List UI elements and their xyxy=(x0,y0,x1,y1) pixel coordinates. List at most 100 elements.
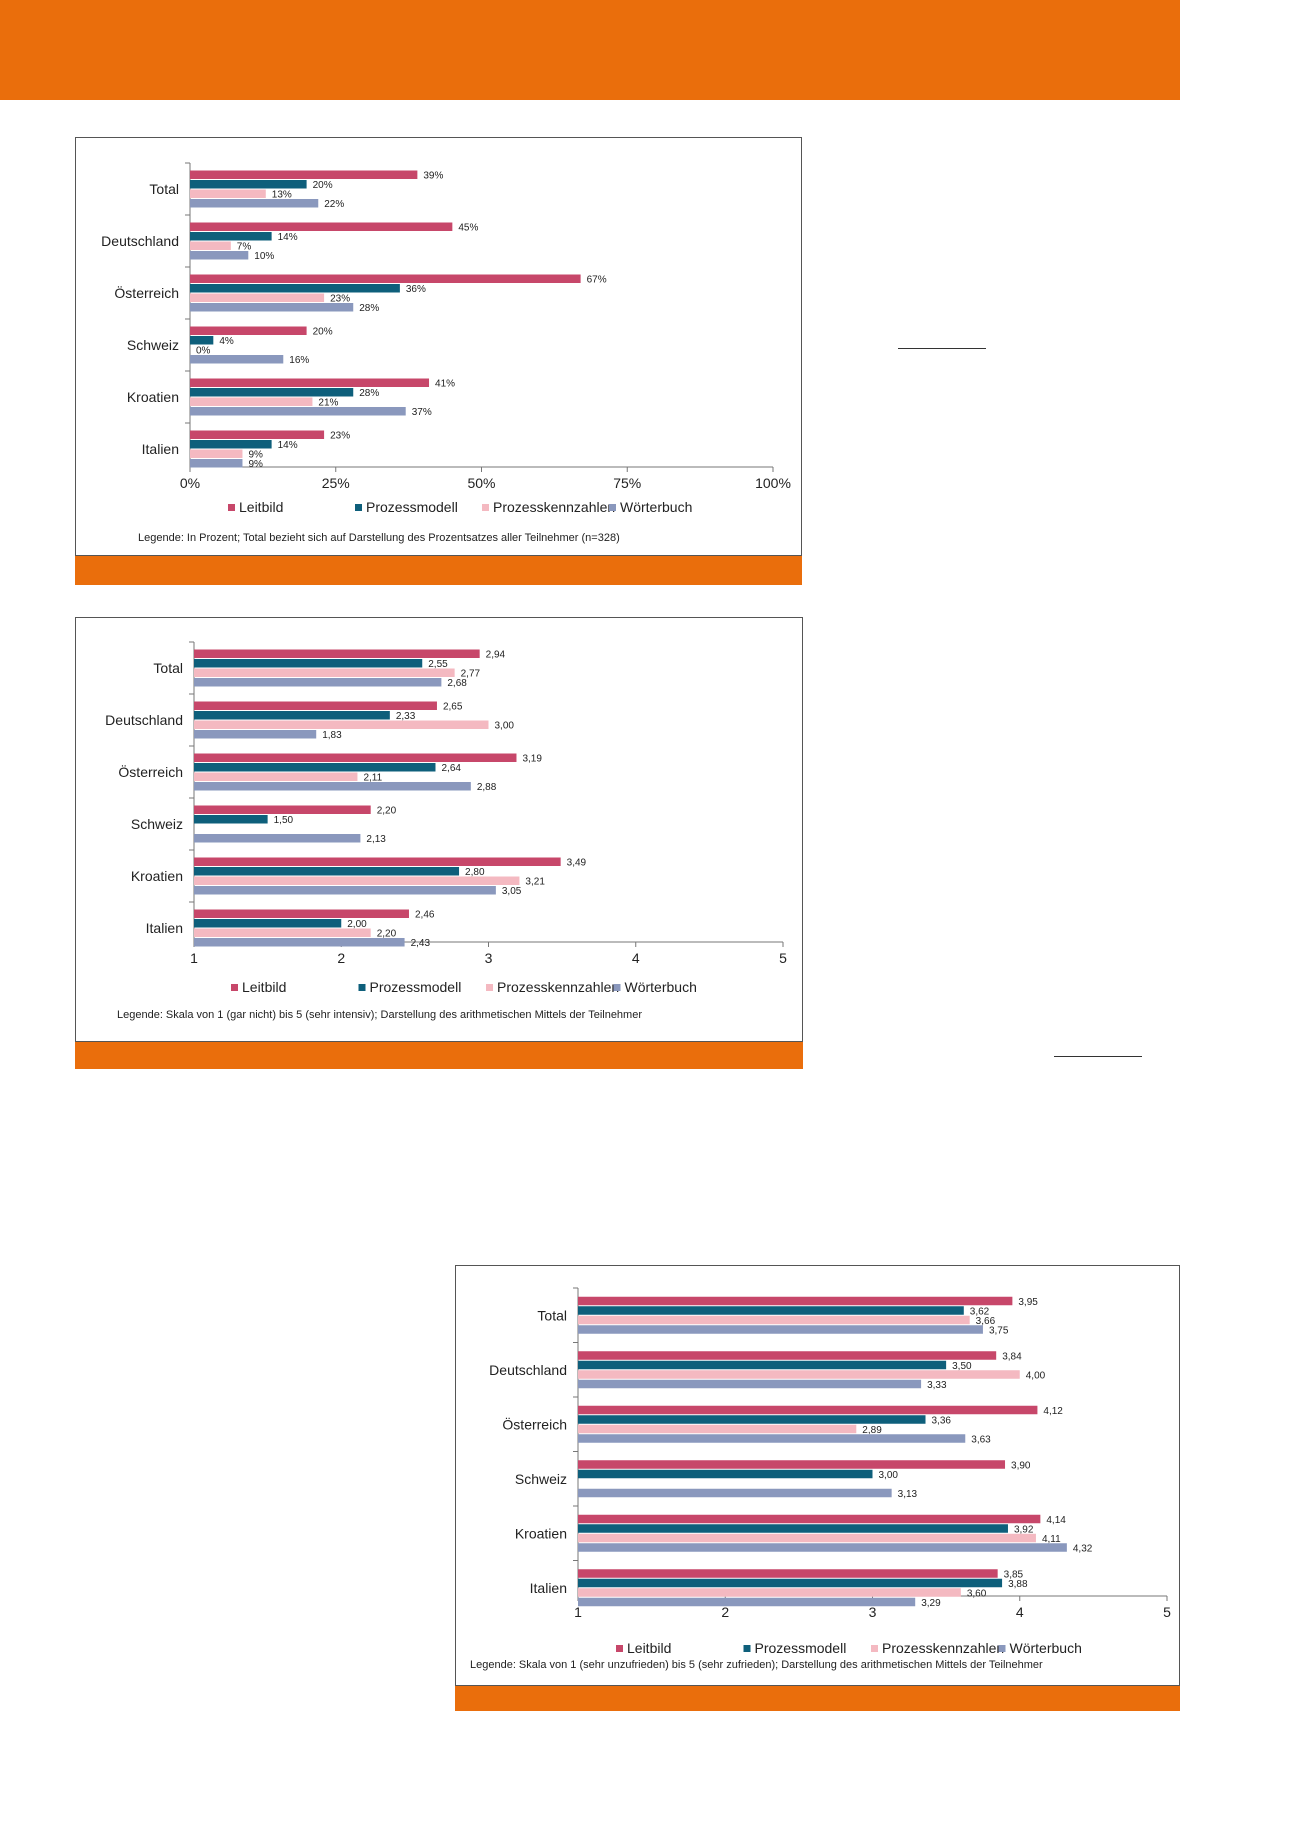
chart-3-data-label: 3,50 xyxy=(952,1361,972,1372)
chart-3-bar-total-prozessmodell xyxy=(578,1306,964,1315)
chart-1-bar-total-prozesskennzahlen xyxy=(190,189,266,198)
chart-1-bar-total-woerterbuch xyxy=(190,199,319,208)
chart-1-data-label: 21% xyxy=(318,398,338,409)
chart-1-data-label: 20% xyxy=(313,180,333,191)
chart-1-legend-swatch-prozesskennzahlen xyxy=(482,504,489,511)
decorative-rule-2 xyxy=(1054,1056,1142,1057)
chart-1-xtick-label: 75% xyxy=(613,475,641,491)
chart-1-bar-kroatien-woerterbuch xyxy=(190,407,406,416)
chart-3-xtick-label: 1 xyxy=(574,1604,582,1620)
chart-3-bar-oesterreich-prozesskennzahlen xyxy=(578,1424,857,1434)
chart-2-bar-italien-prozesskennzahlen xyxy=(194,928,371,937)
chart-3-data-label: 3,84 xyxy=(1002,1351,1022,1362)
chart-2-xtick-label: 5 xyxy=(779,950,787,966)
chart-3-category-label-italien: Italien xyxy=(530,1580,567,1596)
chart-2-bar-kroatien-woerterbuch xyxy=(194,886,496,895)
chart-1-bar-oesterreich-prozessmodell xyxy=(190,284,400,293)
chart-2-bar-schweiz-leitbild xyxy=(194,805,371,814)
chart-1-bar-oesterreich-leitbild xyxy=(190,274,581,283)
chart-1-data-label: 4% xyxy=(219,336,234,347)
chart-3-bar-italien-leitbild xyxy=(578,1569,998,1578)
chart-2-data-label: 2,77 xyxy=(461,669,481,680)
chart-1-category-label-total: Total xyxy=(149,181,179,197)
chart-2-bar-kroatien-prozesskennzahlen xyxy=(194,876,520,885)
chart-1-note: Legende: In Prozent; Total bezieht sich … xyxy=(138,532,620,544)
chart-2-bar-total-woerterbuch xyxy=(194,678,442,687)
chart-2-legend-swatch-prozessmodell xyxy=(358,984,366,991)
chart-2-bar-kroatien-prozessmodell xyxy=(194,867,460,876)
chart-1-legend-swatch-leitbild xyxy=(228,504,235,511)
chart-3-legend-swatch-woerterbuch xyxy=(998,1645,1006,1652)
chart-1-data-label: 41% xyxy=(435,379,455,390)
chart-3-bar-italien-woerterbuch xyxy=(578,1597,916,1607)
chart-3-data-label: 3,92 xyxy=(1014,1524,1034,1535)
chart-1-category-label-deutschland: Deutschland xyxy=(101,233,179,249)
chart-2-data-label: 2,13 xyxy=(366,834,386,845)
chart-3-category-label-deutschland: Deutschland xyxy=(489,1362,567,1378)
chart-3-bar-total-woerterbuch xyxy=(578,1325,983,1334)
chart-box-3: 1 2 3 4 5 Total 3,95 3,62 3,66 3,75 Deutschland 3,8… xyxy=(455,1265,1180,1686)
chart-1-category-label-kroatien: Kroatien xyxy=(127,389,179,405)
chart-2-xtick-label: 3 xyxy=(485,950,493,966)
chart-3-data-label: 3,60 xyxy=(967,1588,987,1599)
chart-1-data-label: 13% xyxy=(272,190,292,201)
chart-2-legend-label-prozesskennzahlen: Prozesskennzahlen xyxy=(497,979,619,995)
chart-1-xtick-label: 25% xyxy=(322,475,350,491)
chart-1-category-label-schweiz: Schweiz xyxy=(127,337,179,353)
chart-1-bar-italien-prozesskennzahlen xyxy=(190,449,243,458)
chart-1-bar-schweiz-prozessmodell xyxy=(190,336,214,345)
chart-1-data-label: 39% xyxy=(423,171,443,182)
chart-2-data-label: 2,11 xyxy=(363,773,382,784)
chart-2-data-label: 2,80 xyxy=(465,867,485,878)
top-banner xyxy=(0,0,1180,100)
chart-2-bar-italien-woerterbuch xyxy=(194,938,405,947)
chart-2-note: Legende: Skala von 1 (gar nicht) bis 5 (… xyxy=(117,1009,642,1021)
chart-3-xtick-label: 4 xyxy=(1016,1604,1024,1620)
chart-3-category-label-kroatien: Kroatien xyxy=(515,1525,567,1541)
chart-2-data-label: 2,20 xyxy=(377,929,397,940)
chart-1-xtick-label: 100% xyxy=(755,475,791,491)
chart-3-data-label: 3,88 xyxy=(1008,1579,1028,1590)
chart-3-bar-schweiz-leitbild xyxy=(578,1460,1006,1469)
chart-2-data-label: 2,33 xyxy=(396,711,416,722)
chart-2-data-label: 3,00 xyxy=(495,721,515,732)
chart-1-bar-total-leitbild xyxy=(190,170,418,179)
chart-1-data-label: 16% xyxy=(289,355,309,366)
chart-1-data-label: 28% xyxy=(359,388,379,399)
chart-1-legend-swatch-prozessmodell xyxy=(355,504,362,511)
chart-3-bar-oesterreich-leitbild xyxy=(578,1405,1038,1415)
chart-2-category-label-schweiz: Schweiz xyxy=(131,816,183,832)
chart-3-xtick-label: 2 xyxy=(721,1604,729,1620)
chart-3-xtick-label: 3 xyxy=(869,1604,877,1620)
chart-3-data-label: 3,62 xyxy=(970,1306,990,1317)
chart-3-xtick-label: 5 xyxy=(1163,1604,1171,1620)
chart-3-bar-kroatien-leitbild xyxy=(578,1514,1041,1524)
chart-3-legend-label-prozesskennzahlen: Prozesskennzahlen xyxy=(882,1640,1004,1656)
chart-3-legend-label-prozessmodell: Prozessmodell xyxy=(755,1640,847,1656)
chart-2-bar-deutschland-leitbild xyxy=(194,701,437,710)
chart-1-legend-swatch-woerterbuch xyxy=(609,504,616,511)
chart-2-bar-total-prozesskennzahlen xyxy=(194,668,455,677)
chart-1-bar-kroatien-leitbild xyxy=(190,378,430,387)
chart-3-bar-deutschland-woerterbuch xyxy=(578,1379,922,1389)
chart-2-data-label: 3,19 xyxy=(522,754,542,765)
chart-1-legend-label-prozessmodell: Prozessmodell xyxy=(366,499,458,515)
chart-1-bar-oesterreich-woerterbuch xyxy=(190,303,354,312)
chart-2-data-label: 2,65 xyxy=(443,702,463,713)
chart-2-legend-swatch-leitbild xyxy=(231,984,238,991)
chart-1-data-label: 22% xyxy=(324,199,344,210)
chart-2-category-label-italien: Italien xyxy=(146,920,183,936)
chart-2-xtick-label: 4 xyxy=(632,950,640,966)
chart-2-legend-label-woerterbuch: Wörterbuch xyxy=(625,979,697,995)
chart-1-bar-deutschland-prozessmodell xyxy=(190,232,272,241)
chart-1-data-label: 9% xyxy=(248,450,263,461)
chart-3-data-label: 3,00 xyxy=(879,1470,899,1481)
chart-1-data-label: 36% xyxy=(406,284,426,295)
chart-2-legend-label-leitbild: Leitbild xyxy=(242,979,286,995)
chart-3-data-label: 3,66 xyxy=(976,1316,996,1327)
decorative-rule-1 xyxy=(898,348,986,349)
chart-3-legend-swatch-prozesskennzahlen xyxy=(871,1645,878,1652)
chart-1-data-label: 67% xyxy=(587,275,607,286)
chart-2-data-label: 1,50 xyxy=(274,815,294,826)
chart-1-bar-schweiz-leitbild xyxy=(190,326,307,335)
